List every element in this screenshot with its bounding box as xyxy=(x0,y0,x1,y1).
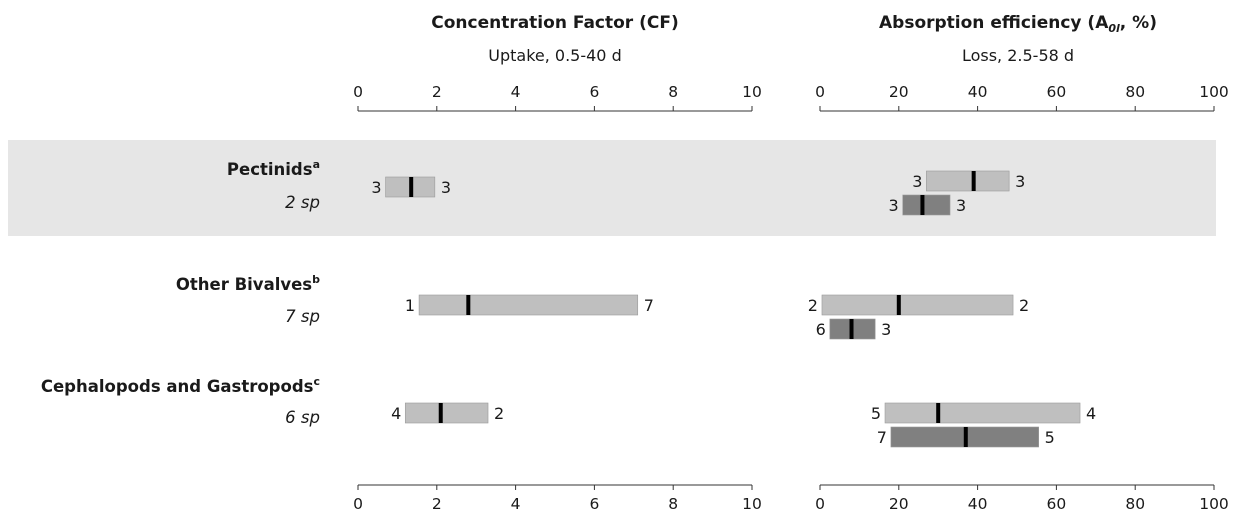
group-sup-pectinids: a xyxy=(313,158,320,171)
ae-bar-left-label: 3 xyxy=(889,196,899,215)
cf-range-bar xyxy=(404,402,489,424)
ae-bottom-tick-label: 60 xyxy=(1047,495,1067,513)
ae-top-tick-label: 20 xyxy=(889,83,909,101)
ae-bar-left-label: 3 xyxy=(912,172,922,191)
ae-bar-right-label: 3 xyxy=(956,196,966,215)
ae-median-marker xyxy=(963,427,968,447)
cf-bar-right-label: 2 xyxy=(494,404,504,423)
ae-bottom-tick-label: 0 xyxy=(815,495,825,513)
cf-bar-right-label: 3 xyxy=(441,178,451,197)
cf-bar-right-label: 7 xyxy=(644,296,654,315)
cf-panel-title: Concentration Factor (CF) xyxy=(431,13,679,33)
cf-bottom-tick-label: 6 xyxy=(589,495,599,513)
ae-median-marker xyxy=(849,319,854,339)
ae-panel-title: Absorption efficiency (A0l, %) xyxy=(879,13,1157,35)
ae-range-bar xyxy=(902,194,951,216)
group-label-cephalopods-gastropods: Cephalopods and Gastropodsc xyxy=(41,375,320,396)
cf-top-tick-label: 8 xyxy=(668,83,678,101)
ae-bottom-tick-label: 100 xyxy=(1199,495,1229,513)
cf-top-tick-label: 6 xyxy=(589,83,599,101)
group-name-cephalopods-gastropods: Cephalopods and Gastropods xyxy=(41,377,314,396)
ae-bar-left-label: 5 xyxy=(871,404,881,423)
cf-top-tick-label: 0 xyxy=(353,83,363,101)
ae-bar-left-label: 7 xyxy=(877,428,887,447)
ae-bar-right-label: 2 xyxy=(1019,296,1029,315)
ae-title-pre: Absorption efficiency (A xyxy=(879,13,1109,33)
cf-median-marker xyxy=(409,177,414,197)
ae-bottom-tick-label: 20 xyxy=(889,495,909,513)
cf-median-marker xyxy=(438,403,443,423)
cf-bottom-tick-label: 8 xyxy=(668,495,678,513)
ae-bar-left-label: 6 xyxy=(816,320,826,339)
pectinids-highlight-band xyxy=(8,140,1216,236)
ae-median-marker xyxy=(896,295,901,315)
cf-bottom-tick-label: 0 xyxy=(353,495,363,513)
group-n-pectinids: 2 sp xyxy=(285,193,320,212)
cf-bottom-tick-label: 4 xyxy=(511,495,521,513)
ae-bar-left-label: 2 xyxy=(808,296,818,315)
ae-range-bar xyxy=(821,294,1014,316)
group-label-other-bivalves: Other Bivalvesb xyxy=(176,273,320,294)
ae-top-tick-label: 100 xyxy=(1199,83,1229,101)
ae-bar-right-label: 3 xyxy=(881,320,891,339)
cf-median-marker xyxy=(466,295,471,315)
group-sup-cephalopods-gastropods: c xyxy=(313,375,320,388)
ae-top-tick-label: 0 xyxy=(815,83,825,101)
ae-top-tick-label: 60 xyxy=(1047,83,1067,101)
group-sup-other-bivalves: b xyxy=(312,273,320,286)
ae-range-bar xyxy=(926,170,1010,192)
ae-bottom-tick-label: 40 xyxy=(968,495,988,513)
cf-bottom-tick-label: 10 xyxy=(742,495,762,513)
cf-top-tick-label: 10 xyxy=(742,83,762,101)
ae-bar-right-label: 4 xyxy=(1086,404,1096,423)
cf-top-tick-label: 2 xyxy=(432,83,442,101)
ae-median-marker xyxy=(936,403,941,423)
group-n-other-bivalves: 7 sp xyxy=(285,307,320,326)
cf-top-tick-label: 4 xyxy=(511,83,521,101)
ae-title-subscript: 0l xyxy=(1108,22,1120,35)
cf-range-bar xyxy=(418,294,639,316)
ae-range-bar xyxy=(884,402,1081,424)
group-name-pectinids: Pectinids xyxy=(227,160,313,179)
ae-bar-right-label: 5 xyxy=(1045,428,1055,447)
group-name-other-bivalves: Other Bivalves xyxy=(176,275,312,294)
cf-panel-subtitle: Uptake, 0.5-40 d xyxy=(488,46,621,65)
ae-panel-subtitle: Loss, 2.5-58 d xyxy=(962,46,1074,65)
group-n-cephalopods-gastropods: 6 sp xyxy=(285,408,320,427)
ae-median-marker xyxy=(920,195,925,215)
group-label-pectinids: Pectinidsa xyxy=(227,158,320,179)
cf-bar-left-label: 4 xyxy=(391,404,401,423)
ae-median-marker xyxy=(971,171,976,191)
ae-bar-right-label: 3 xyxy=(1015,172,1025,191)
cf-bar-left-label: 1 xyxy=(405,296,415,315)
ae-top-tick-label: 40 xyxy=(968,83,988,101)
ae-bottom-tick-label: 80 xyxy=(1125,495,1145,513)
cf-bottom-tick-label: 2 xyxy=(432,495,442,513)
ae-top-tick-label: 80 xyxy=(1125,83,1145,101)
ae-title-post: , %) xyxy=(1120,13,1157,33)
cf-bar-left-label: 3 xyxy=(371,178,381,197)
